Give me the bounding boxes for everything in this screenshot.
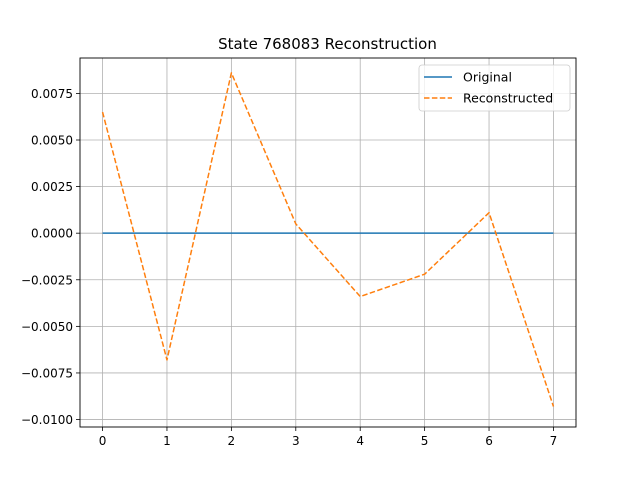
x-tick-label: 0 [99, 434, 107, 448]
x-tick-label: 1 [163, 434, 171, 448]
series-lines [101, 72, 555, 407]
x-tick-label: 5 [421, 434, 429, 448]
y-tick-label: −0.0075 [21, 366, 73, 380]
y-tick-label: −0.0050 [21, 320, 73, 334]
y-tick-label: 0.0075 [31, 87, 73, 101]
plot-frame [79, 57, 577, 428]
y-tick-label: 0.0050 [31, 134, 73, 148]
x-tick-label: 7 [550, 434, 558, 448]
y-tick-label: 0.0000 [31, 227, 73, 241]
legend: Original Reconstructed [418, 64, 571, 112]
legend-box [418, 64, 571, 112]
grid [80, 58, 576, 427]
legend-label: Original [463, 70, 512, 85]
y-axis-ticks: −0.0100 −0.0075 −0.0050 −0.0025 0.0000 0.0025… [21, 87, 80, 427]
y-tick-label: 0.0025 [31, 180, 73, 194]
x-tick-label: 2 [228, 434, 236, 448]
x-axis-ticks: 0 1 2 3 4 5 6 7 [99, 427, 558, 448]
x-tick-label: 6 [485, 434, 493, 448]
y-tick-label: −0.0025 [21, 273, 73, 287]
x-tick-label: 4 [356, 434, 364, 448]
y-tick-label: −0.0100 [21, 413, 73, 427]
chart-title: State 768083 Reconstruction [218, 35, 437, 53]
x-tick-label: 3 [292, 434, 300, 448]
series-line-reconstructed [101, 72, 555, 407]
legend-label: Reconstructed [463, 91, 553, 106]
